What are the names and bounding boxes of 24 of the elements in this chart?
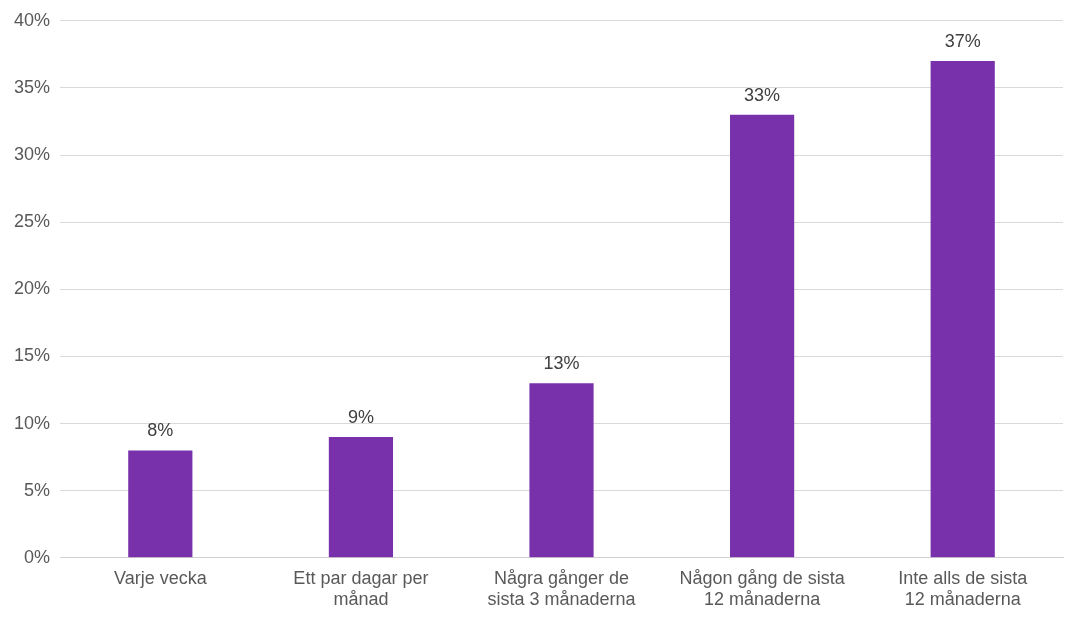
y-tick-label: 35% bbox=[14, 76, 51, 97]
y-tick-label: 30% bbox=[14, 144, 51, 165]
y-tick-label: 25% bbox=[14, 211, 51, 232]
data-label: 8% bbox=[147, 420, 174, 441]
y-tick-label: 40% bbox=[14, 9, 51, 30]
data-label: 9% bbox=[347, 406, 374, 427]
y-tick-label: 15% bbox=[14, 345, 51, 366]
x-tick-label: Ett par dagar per månad bbox=[293, 567, 429, 610]
x-tick-label: Någon gång de sista 12 månaderna bbox=[679, 567, 846, 610]
bar bbox=[128, 450, 193, 558]
y-tick-label: 20% bbox=[14, 278, 51, 299]
bar bbox=[930, 61, 995, 558]
y-tick-label: 0% bbox=[24, 546, 51, 567]
y-tick-label: 10% bbox=[14, 412, 51, 433]
data-label: 33% bbox=[744, 84, 781, 105]
x-tick-label: Några gånger de sista 3 månaderna bbox=[487, 567, 637, 610]
data-label: 37% bbox=[944, 31, 981, 52]
x-tick-label: Inte alls de sista 12 månaderna bbox=[898, 567, 1029, 610]
bar bbox=[730, 114, 795, 558]
y-tick-label: 5% bbox=[24, 479, 51, 500]
data-label: 13% bbox=[543, 353, 580, 374]
bar bbox=[529, 383, 594, 558]
bar bbox=[328, 436, 394, 558]
x-tick-label: Varje vecka bbox=[113, 567, 208, 588]
